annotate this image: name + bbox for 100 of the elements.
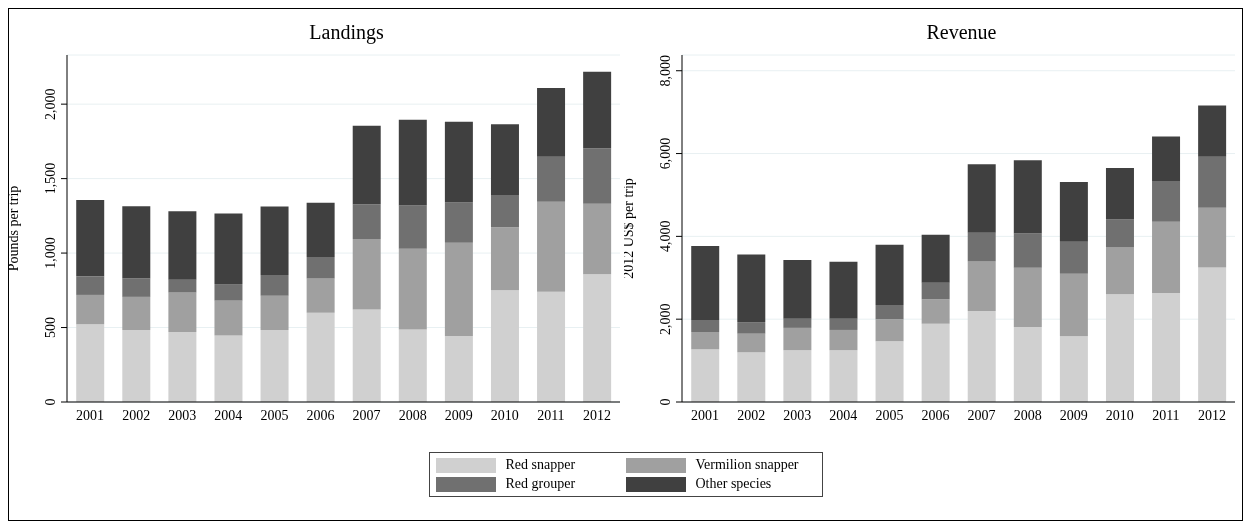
x-tick-label: 2002 [737, 407, 766, 423]
bar [398, 248, 427, 330]
bar [1105, 219, 1134, 248]
x-tick-label: 2010 [1105, 407, 1134, 423]
y-tick-label: 4,000 [658, 220, 673, 253]
x-tick-label: 2009 [1059, 407, 1088, 423]
bar [1013, 327, 1042, 402]
y-tick-label: 6,000 [658, 137, 673, 170]
bar [583, 203, 612, 275]
bar [1059, 336, 1088, 402]
bar [76, 276, 105, 295]
bar [260, 330, 289, 402]
x-tick-label: 2012 [582, 407, 611, 423]
bar [1059, 182, 1088, 242]
x-tick-label: 2004 [214, 407, 243, 423]
y-tick-label: 500 [43, 317, 58, 339]
bar [398, 119, 427, 206]
y-axis-title: Pounds per trip [5, 185, 21, 272]
bar [260, 295, 289, 331]
bar [1198, 105, 1227, 157]
bar [122, 296, 151, 331]
x-tick-label: 2011 [1152, 407, 1180, 423]
x-tick-label: 2005 [260, 407, 289, 423]
bar [691, 320, 720, 333]
bar [921, 234, 950, 283]
legend-label: Vermilion snapper [695, 457, 799, 473]
x-tick-label: 2007 [967, 407, 996, 423]
bar [691, 349, 720, 402]
bar [583, 71, 612, 149]
bar [352, 239, 381, 310]
bar [168, 279, 197, 293]
bar [737, 322, 766, 334]
bar [444, 335, 473, 402]
chart-title: Revenue [925, 21, 998, 45]
bar [490, 290, 519, 402]
bar [1105, 168, 1134, 220]
bar [537, 156, 566, 202]
bar [214, 284, 243, 301]
bar [76, 324, 105, 402]
bar [398, 205, 427, 249]
bar [1198, 156, 1227, 208]
x-tick-label: 2005 [875, 407, 904, 423]
legend-label: Red grouper [505, 476, 576, 492]
bar [352, 204, 381, 240]
bar [352, 125, 381, 205]
bar [1105, 247, 1134, 295]
bar [783, 350, 812, 402]
bar [783, 318, 812, 328]
bar [737, 333, 766, 353]
bar [1198, 207, 1227, 268]
bar [444, 202, 473, 243]
y-tick-label: 1,000 [43, 237, 58, 269]
bar [1013, 160, 1042, 234]
bar [214, 335, 243, 402]
y-tick-label: 1,500 [43, 162, 58, 195]
bar [537, 201, 566, 292]
bar [737, 352, 766, 402]
x-tick-label: 2007 [352, 407, 381, 423]
bar [875, 305, 904, 320]
bar [875, 244, 904, 306]
bar [921, 282, 950, 300]
bar [783, 259, 812, 319]
bar [537, 291, 566, 402]
bar [306, 278, 335, 313]
bar [1013, 267, 1042, 328]
bar [829, 261, 858, 319]
bar [583, 274, 612, 402]
x-tick-label: 2010 [490, 407, 519, 423]
y-tick-label: 0 [658, 398, 673, 406]
bar [260, 275, 289, 296]
bar [967, 261, 996, 311]
y-tick-label: 8,000 [658, 54, 673, 87]
bar [1152, 221, 1181, 294]
bar [168, 332, 197, 402]
bar [398, 329, 427, 402]
x-tick-label: 2011 [537, 407, 565, 423]
bar [352, 309, 381, 402]
bar [168, 292, 197, 332]
bar [967, 310, 996, 402]
bar [829, 318, 858, 330]
bar [76, 200, 105, 277]
x-tick-label: 2006 [921, 407, 950, 423]
bar [122, 206, 151, 279]
y-tick-label: 2,000 [43, 88, 58, 120]
x-tick-label: 2002 [122, 407, 151, 423]
legend-label: Other species [695, 476, 772, 492]
bar [1198, 267, 1227, 402]
bar [1059, 241, 1088, 274]
x-tick-label: 2006 [306, 407, 335, 423]
bar [306, 202, 335, 257]
bar [829, 350, 858, 402]
bar [921, 323, 950, 402]
bar [691, 332, 720, 350]
bar [1059, 273, 1088, 337]
bar [1152, 180, 1181, 222]
bar [306, 312, 335, 402]
bar [921, 299, 950, 324]
bar [875, 319, 904, 342]
bar [1105, 294, 1134, 402]
bar [260, 206, 289, 276]
